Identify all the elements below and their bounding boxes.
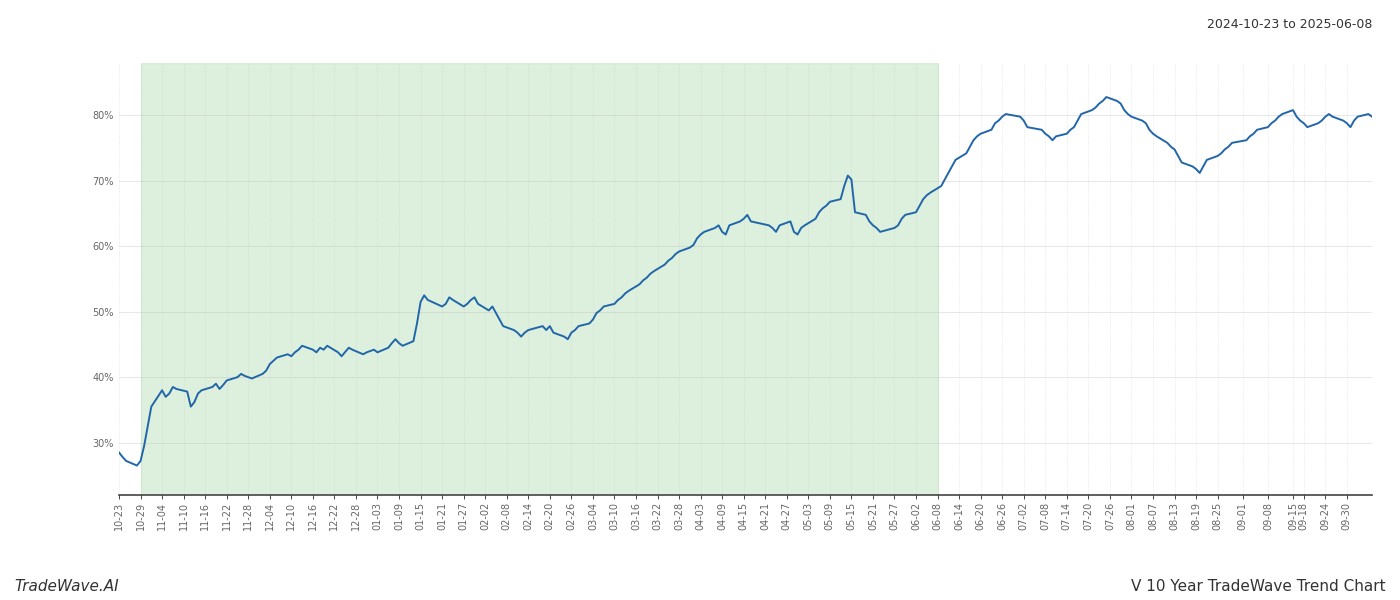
Text: V 10 Year TradeWave Trend Chart: V 10 Year TradeWave Trend Chart: [1131, 579, 1386, 594]
Text: TradeWave.AI: TradeWave.AI: [14, 579, 119, 594]
Bar: [140, 63, 938, 495]
Text: 2024-10-23 to 2025-06-08: 2024-10-23 to 2025-06-08: [1207, 18, 1372, 31]
